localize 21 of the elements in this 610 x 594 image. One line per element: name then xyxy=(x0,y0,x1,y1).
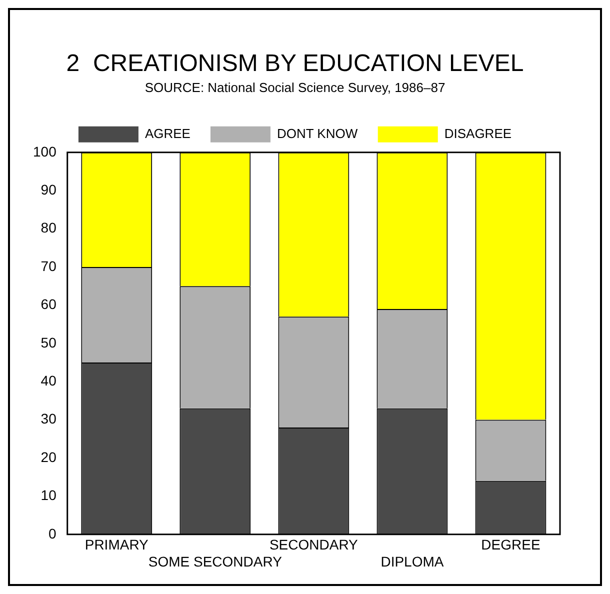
x-tick-label: SECONDARY xyxy=(269,536,359,553)
y-tick-label: 50 xyxy=(40,334,57,350)
x-tick-label: DIPLOMA xyxy=(380,553,444,570)
y-tick-label: 10 xyxy=(40,487,57,504)
x-tick-label: DEGREE xyxy=(481,536,540,553)
chart-subtitle: SOURCE: National Social Science Survey, 1986–87 xyxy=(144,80,446,96)
y-tick-label: 90 xyxy=(40,181,57,198)
y-tick-label: 20 xyxy=(40,448,57,465)
legend-label: DONT KNOW xyxy=(276,126,358,141)
y-tick-label: 70 xyxy=(40,258,57,274)
y-tick-label: 30 xyxy=(40,410,57,427)
y-tick-label: 60 xyxy=(40,296,57,312)
chart-title: 2 CREATIONISM BY EDUCATION LEVEL xyxy=(66,50,524,78)
y-tick-label: 40 xyxy=(40,372,57,388)
y-tick-label: 0 xyxy=(48,525,57,542)
x-tick-label: PRIMARY xyxy=(84,536,150,553)
legend-label: DISAGREE xyxy=(444,126,512,141)
legend-label: AGREE xyxy=(144,126,191,141)
y-tick-label: 100 xyxy=(33,143,57,160)
y-tick-label: 80 xyxy=(40,220,57,236)
x-tick-label: SOME SECONDARY xyxy=(148,553,283,570)
